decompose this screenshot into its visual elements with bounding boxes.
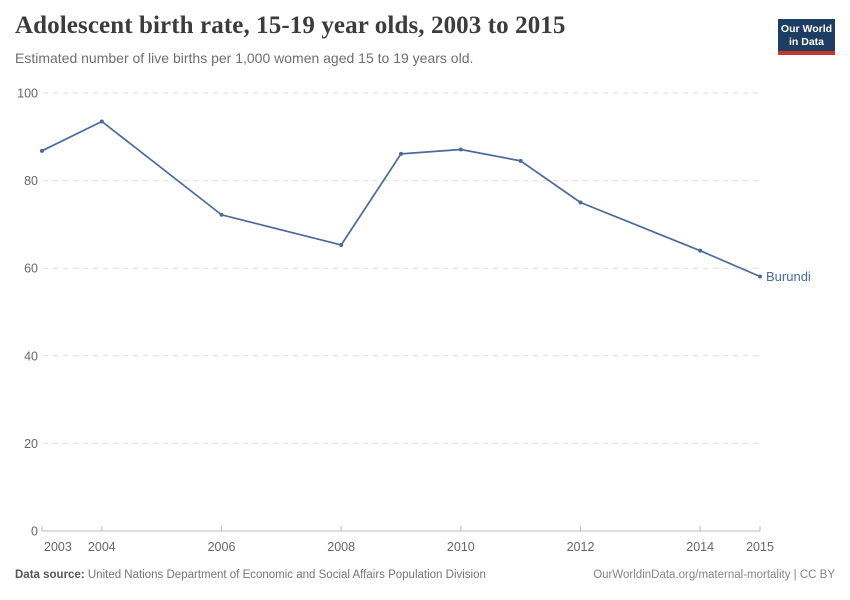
data-point-marker	[758, 274, 762, 279]
y-axis-tick-label: 40	[24, 349, 38, 363]
x-axis-tick-label: 2014	[686, 540, 714, 554]
data-source: Data source: United Nations Department o…	[15, 568, 498, 582]
data-point-marker	[698, 248, 703, 253]
series-line-burundi	[41, 120, 761, 278]
x-axis-tick-label: 2008	[327, 540, 355, 554]
owid-logo-line2: in Data	[788, 35, 824, 48]
y-axis-tick-label: 80	[24, 174, 38, 188]
data-source-text: United Nations Department of Economic an…	[87, 569, 486, 581]
footer: Data source: United Nations Department o…	[15, 568, 835, 582]
owid-citation-link[interactable]: OurWorldinData.org/maternal-mortality | …	[593, 569, 835, 581]
data-point-marker	[219, 212, 224, 217]
y-axis-tick-label: 0	[31, 525, 38, 539]
data-point-marker	[40, 148, 44, 153]
data-point-marker	[518, 158, 523, 163]
series-label-burundi: Burundi	[766, 269, 811, 284]
x-axis-tick-label: 2003	[44, 540, 72, 554]
owid-logo-line1: Our World	[780, 23, 833, 35]
data-point-marker	[399, 151, 403, 156]
chart-title: Adolescent birth rate, 15-19 year olds, …	[15, 12, 566, 39]
data-source-label: Data source:	[15, 569, 85, 581]
x-axis-tick-label: 2004	[88, 540, 116, 554]
data-point-marker	[99, 119, 104, 124]
chart-subtitle: Estimated number of live births per 1,00…	[15, 50, 474, 66]
x-axis-tick-label: 2012	[567, 540, 595, 554]
data-point-marker	[458, 147, 463, 152]
y-axis-tick-label: 20	[24, 437, 38, 451]
x-axis-tick-label: 2010	[447, 540, 475, 554]
x-axis-tick-label: 2015	[746, 540, 774, 554]
data-point-marker	[339, 242, 344, 247]
data-point-marker	[578, 200, 583, 205]
owid-logo[interactable]: Our World in Data	[778, 19, 835, 55]
y-axis-tick-label: 100	[17, 87, 38, 101]
x-axis-tick-label: 2006	[208, 540, 236, 554]
y-axis-tick-label: 60	[24, 262, 38, 276]
